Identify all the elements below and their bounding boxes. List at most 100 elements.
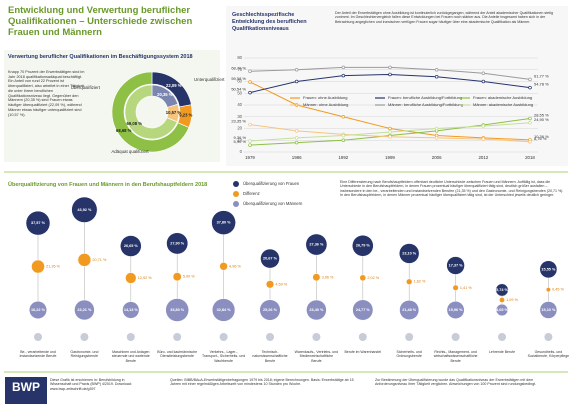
bubble (122, 301, 140, 319)
value-label: 32,84 % (217, 308, 232, 312)
value-label: 28,55 % (534, 113, 549, 118)
y-tick-label: 70 (237, 67, 242, 72)
icon (312, 333, 321, 341)
legend-label: Überqualifizierung von Frauen (243, 181, 300, 186)
point (481, 124, 486, 128)
value-label: 3,96 % (322, 275, 334, 279)
legend-swatch (233, 191, 239, 197)
value-label: 26,65 % (124, 244, 139, 248)
bubble (265, 280, 275, 289)
icon (34, 333, 42, 341)
value-label: 59,58 % (231, 76, 246, 81)
bubble (545, 287, 551, 293)
point (341, 114, 346, 119)
point (294, 67, 299, 72)
legend-label: Männer: akademische Ausbildung (473, 102, 533, 107)
value-label: 20,67 % (263, 257, 278, 261)
legend-label: Frauen: berufliche Ausbildung/Fortbildun… (388, 95, 462, 100)
point (481, 79, 486, 84)
value-label: 68,70 % (231, 65, 246, 70)
value-label: 24,90 % (534, 117, 549, 122)
value-label: 5,90 % (234, 139, 247, 144)
point (481, 71, 486, 76)
point (341, 65, 346, 70)
value-label: 27,36 % (309, 243, 324, 247)
source: Quellen: BIBB/BAuA-Erwerbstätigenbefragu… (170, 378, 354, 387)
y-tick-label: 30 (237, 114, 242, 119)
bubble (446, 256, 465, 275)
bubble (352, 299, 374, 321)
segment-label: 69,08 % (127, 121, 143, 126)
y-tick-label: 20 (237, 126, 242, 131)
bubble (406, 278, 413, 285)
bubble (399, 300, 420, 320)
x-tick-label: 1986 (292, 155, 302, 160)
main-title: Entwicklung und Verwertung beruflicher Q… (8, 5, 193, 38)
bubble (306, 299, 327, 321)
legend-swatch (233, 181, 239, 187)
bubble (352, 234, 374, 257)
value-label: 2,02 % (367, 276, 379, 280)
value-label: 14,13 % (124, 308, 139, 312)
bubble (166, 232, 189, 255)
legend-swatch (233, 201, 239, 207)
y-tick-label: 80 (237, 55, 242, 60)
bubble (539, 260, 558, 279)
value-label: 21,48 % (402, 308, 417, 312)
value-label: 26,79 % (356, 244, 371, 248)
panel-text: Der Anteil der Erwerbstätigen ohne Ausbi… (335, 11, 553, 24)
value-label: 1,09 % (506, 298, 518, 302)
value-label: 27,90 % (170, 241, 185, 245)
point (248, 122, 252, 127)
y-tick-label: 40 (237, 102, 242, 107)
value-label: 33,80 % (170, 308, 185, 312)
value-label: 4,96 % (229, 264, 241, 268)
point (248, 69, 252, 74)
value-label: 12,52 % (138, 276, 153, 280)
category-label: Büro- und kaufmännische Dienstleistungsb… (157, 350, 198, 359)
point (388, 134, 392, 139)
panel-title: Geschlechtsspezifische Entwicklung des b… (232, 12, 307, 32)
credit: Diese Grafik ist erschienen in: Berufsbi… (50, 378, 132, 391)
value-label: 25,26 % (263, 308, 278, 312)
value-label: 15,10 % (541, 308, 556, 312)
value-label: 10,36 % (534, 134, 549, 139)
y-tick-label: 0 (240, 149, 243, 154)
icon (266, 333, 274, 341)
point (388, 72, 392, 77)
point (388, 130, 392, 134)
value-label: 23,40 % (309, 308, 324, 312)
point (294, 140, 299, 145)
value-label: 43,92 % (77, 208, 92, 212)
value-label: 21,35 % (46, 265, 61, 269)
value-label: 54,78 % (534, 82, 549, 87)
value-label: 37,57 % (31, 221, 46, 225)
y-tick-label: 50 (237, 90, 242, 95)
icon (219, 333, 228, 341)
point (528, 77, 532, 82)
legend-label: Überqualifizierung von Männern (243, 201, 303, 206)
segment-label: 68,68 % (116, 128, 132, 133)
point (434, 67, 439, 72)
point (434, 136, 439, 140)
category-label: Maschinen und Anlagen steuernde und wart… (111, 350, 150, 363)
bubble (312, 273, 321, 282)
point (528, 120, 532, 125)
icon (173, 333, 182, 341)
x-tick-label: 1979 (245, 155, 255, 160)
point (528, 116, 532, 121)
category-label: Be-, verarbeitende und instandsetzende B… (19, 350, 57, 359)
point (294, 129, 299, 133)
x-tick-label: 2012 (478, 155, 488, 160)
legend-label: Männer: ohne Ausbildung (303, 102, 348, 107)
value-label: 4,65 % (496, 308, 508, 312)
point (528, 139, 532, 144)
bubble (259, 299, 281, 321)
segment-label: 20,35 % (157, 92, 173, 97)
value-label: 15,55 % (541, 267, 556, 271)
point (388, 126, 392, 131)
category-label: Technisch-naturwissenschaftliche Berufe (252, 350, 288, 363)
value-label: 50,54 % (231, 87, 246, 92)
y-tick-label: 60 (237, 79, 242, 84)
